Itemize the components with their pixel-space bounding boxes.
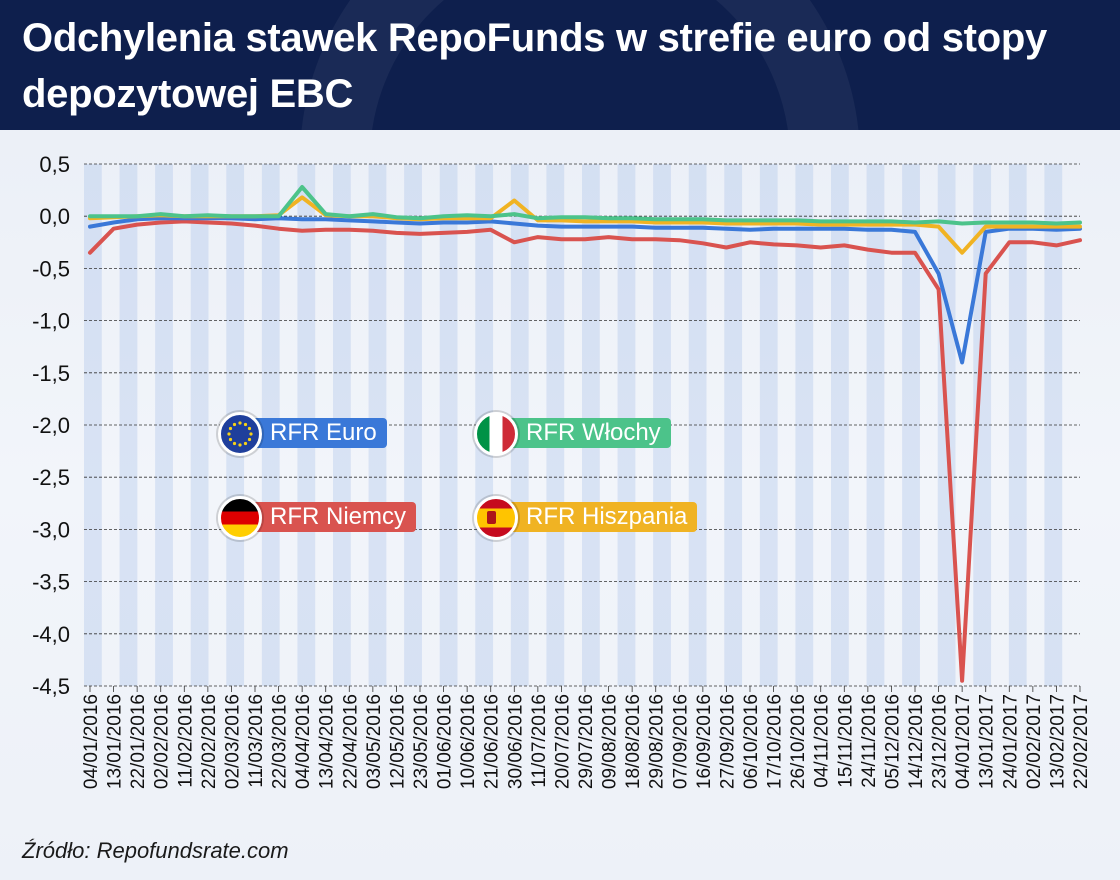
x-tick-label: 10/06/2016 bbox=[458, 694, 479, 789]
x-tick-label: 13/01/2017 bbox=[977, 694, 998, 789]
y-tick-label: -3,5 bbox=[32, 570, 70, 595]
x-tick-label: 04/04/2016 bbox=[293, 694, 314, 789]
x-tick-label: 12/05/2016 bbox=[387, 694, 408, 789]
background-band bbox=[759, 164, 778, 686]
x-tick-label: 13/04/2016 bbox=[317, 694, 338, 789]
x-tick-label: 22/03/2016 bbox=[270, 694, 291, 789]
y-tick-label: 0,5 bbox=[39, 152, 70, 177]
x-axis-ticks: 04/01/2016 13/01/2016 22/01/2016 02/02/2016… bbox=[81, 686, 1092, 789]
x-tick-label: 01/06/2016 bbox=[435, 694, 456, 789]
y-tick-label: -3,0 bbox=[32, 517, 70, 542]
legend-item-hiszpania: RFR Hiszpania bbox=[474, 496, 734, 540]
x-tick-label: 04/01/2016 bbox=[81, 694, 102, 789]
x-tick-label: 11/02/2016 bbox=[175, 694, 196, 788]
x-tick-label: 23/12/2016 bbox=[930, 694, 951, 789]
y-tick-label: -4,0 bbox=[32, 622, 70, 647]
x-tick-label: 22/02/2016 bbox=[199, 694, 220, 789]
y-tick-label: -0,5 bbox=[32, 256, 70, 281]
x-tick-label: 05/12/2016 bbox=[882, 694, 903, 789]
background-band bbox=[439, 164, 458, 686]
background-band bbox=[84, 164, 102, 686]
y-tick-label: -2,5 bbox=[32, 465, 70, 490]
x-tick-label: 24/01/2017 bbox=[1000, 694, 1021, 789]
x-tick-label: 29/08/2016 bbox=[647, 694, 668, 789]
x-tick-label: 17/10/2016 bbox=[765, 694, 786, 789]
series-line-euro bbox=[88, 216, 1082, 365]
spain-flag-icon bbox=[474, 496, 518, 540]
source-note: Źródło: Repofundsrate.com bbox=[22, 838, 289, 863]
series-line-niemcy bbox=[88, 219, 1082, 683]
x-tick-label: 14/12/2016 bbox=[906, 694, 927, 789]
background-band bbox=[1008, 164, 1027, 686]
x-tick-label: 04/11/2016 bbox=[812, 694, 833, 788]
background-band bbox=[973, 164, 992, 686]
x-tick-label: 11/03/2016 bbox=[246, 694, 267, 788]
x-tick-label: 11/07/2016 bbox=[529, 694, 550, 788]
x-tick-label: 21/06/2016 bbox=[482, 694, 503, 789]
legend-label-hiszpania: RFR Hiszpania bbox=[496, 502, 698, 532]
x-tick-label: 26/10/2016 bbox=[788, 694, 809, 789]
background-band bbox=[688, 164, 707, 686]
background-band bbox=[1044, 164, 1063, 686]
legend-label-euro: RFR Euro bbox=[240, 418, 387, 448]
x-tick-label: 16/09/2016 bbox=[694, 694, 715, 789]
y-tick-label: -1,0 bbox=[32, 309, 70, 334]
x-tick-label: 22/01/2016 bbox=[128, 694, 149, 789]
legend-label-wlochy: RFR Włochy bbox=[496, 418, 671, 448]
y-tick-label: -1,5 bbox=[32, 361, 70, 386]
y-tick-label: 0,0 bbox=[39, 204, 70, 229]
x-tick-label: 27/09/2016 bbox=[717, 694, 738, 789]
legend-item-euro: RFR Euro bbox=[218, 412, 418, 456]
x-tick-label: 23/05/2016 bbox=[411, 694, 432, 789]
legend-item-wlochy: RFR Włochy bbox=[474, 412, 704, 456]
x-tick-label: 22/04/2016 bbox=[340, 694, 361, 789]
x-tick-label: 02/03/2016 bbox=[222, 694, 243, 789]
background-band bbox=[404, 164, 422, 686]
header-banner: Odchylenia stawek RepoFunds w strefie eu… bbox=[0, 0, 1120, 130]
x-tick-label: 30/06/2016 bbox=[505, 694, 526, 789]
background-band bbox=[119, 164, 138, 686]
y-tick-label: -2,0 bbox=[32, 413, 70, 438]
background-band bbox=[724, 164, 743, 686]
x-tick-label: 07/09/2016 bbox=[670, 694, 691, 789]
x-tick-label: 15/11/2016 bbox=[835, 694, 856, 788]
eu-flag-icon bbox=[218, 412, 262, 456]
x-tick-label: 22/02/2017 bbox=[1071, 694, 1092, 789]
x-tick-label: 09/08/2016 bbox=[600, 694, 621, 789]
chart-area: 0,5 0,0 -0,5 -1,0 -1,5 -2,0 -2,5 -3,0 -3,5 -4,0 -4… bbox=[0, 130, 1120, 840]
x-tick-label: 29/07/2016 bbox=[576, 694, 597, 789]
series-line-wlochy bbox=[88, 185, 1082, 226]
x-tick-label: 13/02/2017 bbox=[1047, 694, 1068, 789]
x-tick-label: 02/02/2017 bbox=[1024, 694, 1045, 789]
germany-flag-icon bbox=[218, 496, 262, 540]
y-tick-label: -4,5 bbox=[32, 674, 70, 699]
x-tick-label: 02/02/2016 bbox=[152, 694, 173, 789]
x-tick-label: 20/07/2016 bbox=[552, 694, 573, 789]
x-tick-label: 04/01/2017 bbox=[953, 694, 974, 789]
x-tick-label: 06/10/2016 bbox=[741, 694, 762, 789]
legend-label-niemcy: RFR Niemcy bbox=[240, 502, 416, 532]
line-chart: 0,5 0,0 -0,5 -1,0 -1,5 -2,0 -2,5 -3,0 -3,5 -4,0 -4… bbox=[32, 152, 1092, 789]
chart-title: Odchylenia stawek RepoFunds w strefie eu… bbox=[22, 16, 1047, 116]
x-tick-label: 03/05/2016 bbox=[364, 694, 385, 789]
x-tick-label: 18/08/2016 bbox=[623, 694, 644, 789]
x-tick-label: 24/11/2016 bbox=[859, 694, 880, 788]
legend-item-niemcy: RFR Niemcy bbox=[218, 496, 448, 540]
x-tick-label: 13/01/2016 bbox=[105, 694, 126, 789]
italy-flag-icon bbox=[474, 412, 518, 456]
series-lines bbox=[88, 185, 1082, 683]
y-axis-ticks: 0,5 0,0 -0,5 -1,0 -1,5 -2,0 -2,5 -3,0 -3,5 -4,0 -4… bbox=[32, 152, 70, 699]
